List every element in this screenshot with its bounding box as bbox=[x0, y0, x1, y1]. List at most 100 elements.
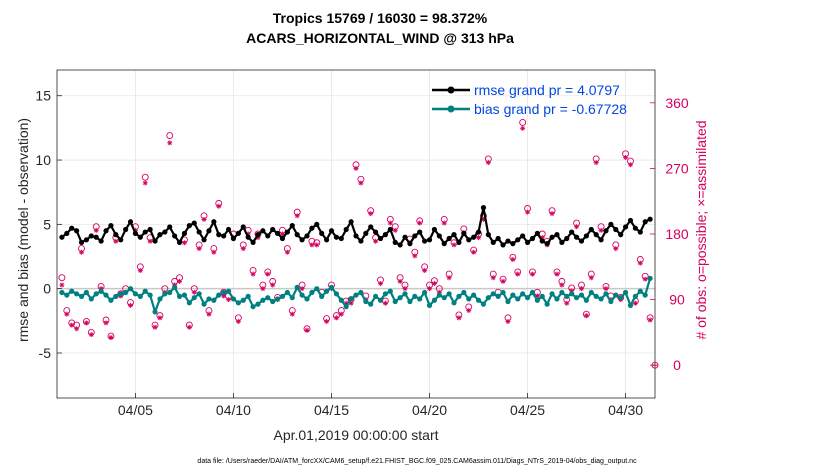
rmse-point bbox=[137, 234, 143, 240]
bias-point bbox=[147, 292, 153, 298]
y-tick-label: 5 bbox=[43, 216, 51, 232]
rmse-point bbox=[564, 235, 570, 242]
obs-assimilated-point bbox=[74, 326, 80, 332]
obs-assimilated-point bbox=[500, 278, 506, 284]
bias-point bbox=[59, 289, 65, 296]
rmse-point bbox=[245, 234, 251, 240]
bias-point bbox=[461, 289, 467, 296]
rmse-point bbox=[93, 234, 99, 240]
rmse-point bbox=[172, 233, 178, 239]
bias-point bbox=[274, 296, 281, 302]
bias-point bbox=[64, 292, 70, 298]
rmse-point bbox=[103, 228, 109, 234]
obs-assimilated-point bbox=[368, 211, 374, 217]
rmse-point bbox=[520, 233, 526, 239]
bias-point bbox=[363, 298, 369, 305]
rmse-point bbox=[289, 223, 295, 229]
rmse-point bbox=[221, 233, 227, 239]
bias-point bbox=[265, 295, 271, 301]
bias-point bbox=[436, 292, 442, 298]
obs-assimilated-point bbox=[177, 278, 183, 284]
rmse-point bbox=[422, 238, 428, 244]
bias-point bbox=[471, 292, 477, 298]
x-tick-label: 04/25 bbox=[510, 402, 545, 418]
bias-point bbox=[353, 292, 359, 298]
obs-assimilated-point bbox=[181, 240, 187, 246]
bias-point bbox=[475, 297, 482, 303]
obs-assimilated-point bbox=[613, 246, 619, 252]
bias-point bbox=[118, 291, 124, 297]
rmse-point bbox=[534, 230, 540, 236]
bias-point bbox=[417, 296, 423, 302]
y-right-tick-label: 270 bbox=[665, 160, 689, 176]
bias-point bbox=[412, 293, 418, 299]
rmse-point bbox=[127, 219, 134, 225]
obs-assimilated-point bbox=[520, 125, 526, 131]
bias-point bbox=[422, 289, 428, 296]
rmse-point bbox=[426, 237, 433, 243]
obs-assimilated-point bbox=[250, 271, 256, 277]
bias-point bbox=[221, 289, 227, 296]
obs-assimilated-point bbox=[417, 220, 423, 226]
obs-assimilated-point bbox=[294, 213, 300, 219]
obs-assimilated-point bbox=[647, 317, 653, 323]
bias-point bbox=[637, 288, 643, 294]
obs-assimilated-point bbox=[505, 318, 511, 324]
obs-assimilated-point bbox=[588, 275, 594, 281]
bias-point bbox=[559, 289, 565, 296]
rmse-point bbox=[230, 235, 237, 242]
legend: rmse grand pr = 4.0797 bias grand pr = -… bbox=[432, 82, 627, 117]
bias-point bbox=[338, 297, 344, 303]
bias-point bbox=[304, 296, 310, 302]
obs-assimilated-point bbox=[578, 286, 584, 292]
x-tick-label: 04/15 bbox=[314, 402, 349, 418]
obs-assimilated-point bbox=[147, 238, 153, 244]
bias-point bbox=[583, 297, 589, 303]
rmse-point bbox=[588, 226, 594, 233]
bias-point bbox=[250, 304, 256, 310]
legend-rmse-label: rmse grand pr = 4.0797 bbox=[474, 82, 620, 98]
rmse-point bbox=[397, 242, 403, 248]
bias-point bbox=[500, 289, 506, 296]
rmse-point bbox=[618, 232, 624, 238]
obs-assimilated-point bbox=[358, 180, 364, 186]
rmse-point bbox=[319, 230, 325, 236]
rmse-point bbox=[446, 235, 452, 242]
rmse-point bbox=[162, 229, 168, 235]
rmse-point bbox=[554, 232, 560, 238]
rmse-point bbox=[583, 233, 589, 239]
obs-assimilated-point bbox=[309, 242, 315, 248]
rmse-point bbox=[603, 228, 609, 234]
obs-assimilated-point bbox=[642, 276, 648, 282]
obs-layer bbox=[58, 119, 659, 369]
obs-assimilated-point bbox=[128, 302, 134, 308]
rmse-point bbox=[480, 205, 487, 211]
rmse-point bbox=[490, 239, 496, 245]
obs-assimilated-point bbox=[260, 286, 266, 292]
rmse-point bbox=[348, 219, 354, 225]
obs-assimilated-point bbox=[289, 311, 295, 317]
obs-assimilated-point bbox=[211, 249, 217, 255]
rmse-point bbox=[343, 226, 349, 233]
bias-point bbox=[333, 291, 339, 297]
ticks-layer: 04/05 04/10 04/15 04/20 04/25 04/30 -5 0 5 10 15 0 9… bbox=[35, 88, 688, 418]
rmse-point bbox=[132, 230, 139, 236]
bias-point bbox=[98, 288, 104, 294]
y-right-tick-label: 90 bbox=[669, 292, 685, 308]
rmse-point bbox=[353, 233, 359, 239]
y-tick-label: -5 bbox=[39, 345, 52, 361]
obs-assimilated-point bbox=[392, 227, 398, 233]
bias-point bbox=[176, 293, 183, 299]
rmse-point bbox=[309, 225, 315, 231]
bias-point bbox=[466, 296, 472, 302]
obs-assimilated-point bbox=[201, 216, 207, 222]
rmse-point bbox=[250, 239, 256, 245]
obs-assimilated-point bbox=[93, 227, 99, 233]
rmse-point bbox=[98, 238, 104, 244]
obs-possible-point bbox=[58, 274, 66, 282]
bias-point bbox=[387, 288, 393, 294]
obs-assimilated-point bbox=[431, 281, 437, 287]
obs-assimilated-point bbox=[397, 278, 403, 284]
grid bbox=[57, 70, 655, 398]
rmse-point bbox=[387, 226, 393, 233]
